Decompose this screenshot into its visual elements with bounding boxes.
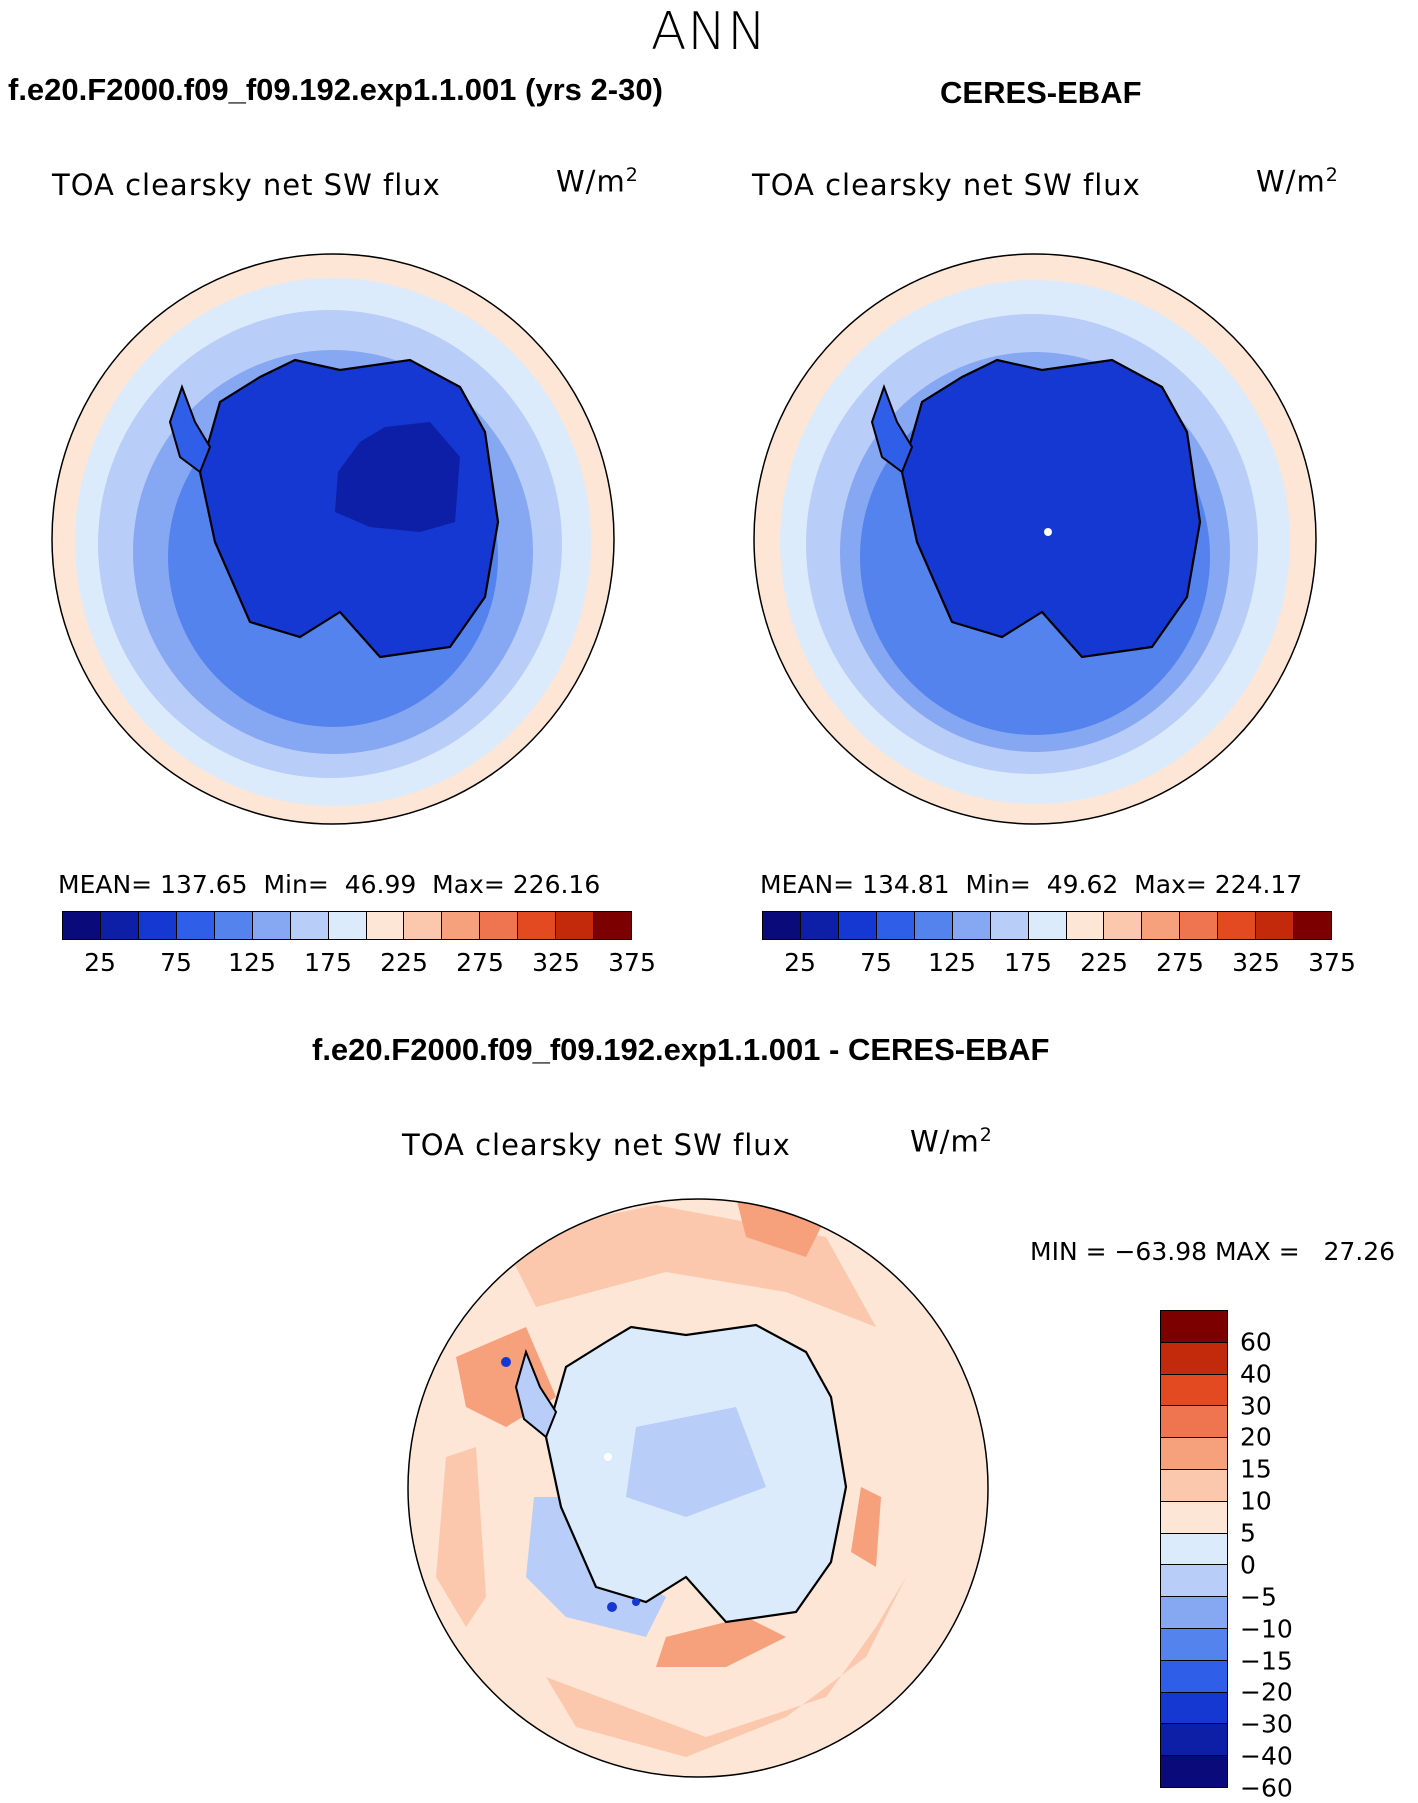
diff-colorbar-cell <box>1161 1311 1227 1342</box>
obs-variable-label: TOA clearsky net SW flux <box>752 168 1141 202</box>
model-stats: MEAN= 137.65 Min= 46.99 Max= 226.16 <box>58 870 601 899</box>
diff-colorbar-tick: 0 <box>1240 1550 1256 1580</box>
model-colorbar-cell <box>63 912 101 939</box>
diff-colorbar-cell <box>1161 1341 1227 1374</box>
obs-colorbar-cell <box>876 912 915 939</box>
obs-colorbar-cell <box>914 912 953 939</box>
obs-colorbar-cell <box>1028 912 1067 939</box>
model-colorbar-cell <box>290 912 329 939</box>
obs-colorbar-cell <box>1142 912 1181 939</box>
diff-colorbar-tick: −40 <box>1240 1741 1293 1771</box>
obs-colorbar-cell <box>990 912 1029 939</box>
model-colorbar-cell <box>100 912 139 939</box>
diff-minmax: MIN = −63.98 MAX = 27.26 <box>1030 1237 1396 1266</box>
diff-colorbar-tick: 5 <box>1240 1518 1256 1548</box>
obs-colorbar-tick: 25 <box>784 948 816 977</box>
diff-colorbar-cell <box>1161 1469 1227 1501</box>
obs-colorbar-cell <box>763 912 801 939</box>
obs-stats: MEAN= 134.81 Min= 49.62 Max= 224.17 <box>760 870 1303 899</box>
obs-colorbar-cell <box>1180 912 1219 939</box>
diff-colorbar-tick: −30 <box>1240 1709 1293 1739</box>
model-colorbar-tick: 25 <box>84 948 116 977</box>
season-title: ANN <box>650 2 768 62</box>
model-colorbar-cell <box>138 912 177 939</box>
model-colorbar-cell <box>328 912 367 939</box>
diff-colorbar-tick: 30 <box>1240 1391 1272 1421</box>
diff-colorbar-cell <box>1161 1532 1227 1565</box>
obs-colorbar-cell <box>952 912 991 939</box>
diff-colorbar-tick: −15 <box>1240 1646 1293 1676</box>
diff-colorbar-tick: −60 <box>1240 1773 1293 1803</box>
model-colorbar-tick: 225 <box>380 948 428 977</box>
model-colorbar-cell <box>442 912 481 939</box>
obs-colorbar-tick: 175 <box>1004 948 1052 977</box>
obs-colorbar-tick: 75 <box>860 948 892 977</box>
diff-colorbar-tick: 15 <box>1240 1454 1272 1484</box>
diff-units-label: W/m2 <box>910 1124 993 1159</box>
diff-colorbar-tick: 20 <box>1240 1422 1272 1452</box>
obs-colorbar-cell <box>1066 912 1105 939</box>
model-colorbar-cell <box>518 912 557 939</box>
diff-colorbar-cell <box>1161 1373 1227 1406</box>
model-colorbar-cell <box>404 912 443 939</box>
obs-colorbar-ticks: 25 75 125 175 225 275 325 375 <box>762 948 1356 978</box>
obs-colorbar-tick: 325 <box>1232 948 1280 977</box>
diff-colorbar-cell <box>1161 1691 1227 1724</box>
diff-colorbar-tick: 60 <box>1240 1327 1272 1357</box>
obs-colorbar-tick: 275 <box>1156 948 1204 977</box>
obs-colorbar-tick: 125 <box>928 948 976 977</box>
obs-units-label: W/m2 <box>1256 164 1339 199</box>
diff-polar-map <box>407 1198 989 1778</box>
diff-colorbar-cell <box>1161 1628 1227 1660</box>
diff-colorbar-cell <box>1161 1564 1227 1597</box>
model-colorbar-tick: 125 <box>228 948 276 977</box>
model-colorbar-cell <box>556 912 595 939</box>
diff-colorbar-cell <box>1161 1755 1227 1787</box>
model-case-title: f.e20.F2000.f09_f09.192.exp1.1.001 (yrs … <box>8 72 663 107</box>
diff-colorbar-ticks: 60 40 30 20 15 10 5 0 −5 −10 −15 −20 −30 −40 −60 <box>1240 1310 1320 1802</box>
obs-colorbar-cell <box>800 912 839 939</box>
model-colorbar-tick: 375 <box>608 948 656 977</box>
model-colorbar-tick: 175 <box>304 948 352 977</box>
diff-colorbar-cell <box>1161 1405 1227 1438</box>
obs-colorbar <box>762 911 1332 940</box>
diff-colorbar-tick: 10 <box>1240 1486 1272 1516</box>
obs-colorbar-tick: 225 <box>1080 948 1128 977</box>
model-variable-label: TOA clearsky net SW flux <box>52 168 441 202</box>
obs-colorbar-cell <box>1294 912 1332 939</box>
diff-variable-label: TOA clearsky net SW flux <box>402 1128 791 1162</box>
model-colorbar-cell <box>366 912 405 939</box>
diff-colorbar-tick: 40 <box>1240 1359 1272 1389</box>
obs-colorbar-tick: 375 <box>1308 948 1356 977</box>
obs-polar-map <box>753 253 1317 825</box>
model-colorbar <box>62 911 632 940</box>
model-colorbar-cell <box>214 912 253 939</box>
model-colorbar-cell <box>176 912 215 939</box>
model-colorbar-tick: 325 <box>532 948 580 977</box>
diff-colorbar-cell <box>1161 1659 1227 1692</box>
model-colorbar-tick: 275 <box>456 948 504 977</box>
diff-colorbar-tick: −5 <box>1240 1582 1277 1612</box>
model-colorbar-tick: 75 <box>160 948 192 977</box>
diff-colorbar-cell <box>1161 1500 1227 1533</box>
obs-case-title: CERES-EBAF <box>940 75 1142 110</box>
model-colorbar-cell <box>594 912 632 939</box>
obs-colorbar-cell <box>1104 912 1143 939</box>
model-polar-map <box>51 253 615 825</box>
diff-colorbar-tick: −10 <box>1240 1614 1293 1644</box>
obs-colorbar-cell <box>838 912 877 939</box>
obs-colorbar-cell <box>1218 912 1257 939</box>
diff-colorbar-cell <box>1161 1596 1227 1629</box>
diff-colorbar <box>1160 1310 1228 1788</box>
diff-colorbar-cell <box>1161 1723 1227 1756</box>
obs-colorbar-cell <box>1256 912 1295 939</box>
model-colorbar-cell <box>480 912 519 939</box>
diff-colorbar-tick: −20 <box>1240 1677 1293 1707</box>
model-units-label: W/m2 <box>556 164 639 199</box>
model-colorbar-cell <box>252 912 291 939</box>
diff-case-title: f.e20.F2000.f09_f09.192.exp1.1.001 - CER… <box>312 1032 1050 1067</box>
model-colorbar-ticks: 25 75 125 175 225 275 325 375 <box>62 948 656 978</box>
diff-colorbar-cell <box>1161 1437 1227 1470</box>
